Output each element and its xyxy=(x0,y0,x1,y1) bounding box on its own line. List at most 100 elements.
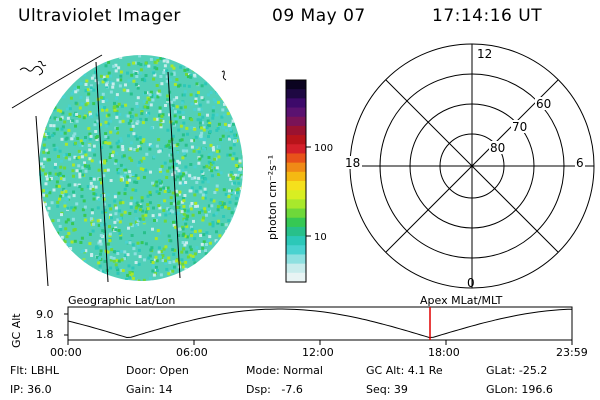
uv-image-speckle xyxy=(112,250,116,254)
uv-image-speckle xyxy=(92,144,96,148)
uv-image-speckle xyxy=(103,259,107,263)
uv-image-speckle xyxy=(211,276,215,280)
uv-image-speckle xyxy=(128,212,132,215)
uv-image-speckle xyxy=(231,182,235,186)
uv-image-speckle xyxy=(135,121,139,125)
uv-image-speckle xyxy=(226,112,230,116)
uv-image-speckle xyxy=(92,88,96,92)
uv-image-speckle xyxy=(93,153,97,157)
uv-image-speckle xyxy=(65,83,69,87)
uv-image-speckle xyxy=(76,64,80,67)
uv-image-speckle xyxy=(70,266,73,270)
uv-image-speckle xyxy=(60,191,64,195)
uv-image-speckle xyxy=(157,246,161,250)
uv-image-speckle xyxy=(115,161,119,165)
uv-image-speckle xyxy=(98,274,101,277)
uv-image-speckle xyxy=(218,234,222,238)
uv-image-speckle xyxy=(179,106,183,110)
uv-image-speckle xyxy=(60,213,63,217)
uv-image-speckle xyxy=(193,193,197,197)
uv-image-speckle xyxy=(71,258,75,262)
uv-image-speckle xyxy=(68,250,72,254)
uv-image-speckle xyxy=(207,153,211,157)
info-dsp: Dsp: -7.6 xyxy=(246,383,303,396)
uv-image-speckle xyxy=(215,113,219,117)
uv-image-speckle xyxy=(106,250,110,254)
uv-image-speckle xyxy=(81,269,85,273)
uv-image-speckle xyxy=(241,255,243,259)
uv-image-speckle xyxy=(115,258,119,262)
uv-image-speckle xyxy=(202,266,206,270)
uv-image-speckle xyxy=(208,166,212,170)
uv-image-speckle xyxy=(128,170,132,174)
polar-label-bg-6 xyxy=(575,156,585,169)
uv-image-speckle xyxy=(211,58,215,62)
uv-image-speckle xyxy=(231,119,235,123)
uv-image-speckle xyxy=(122,173,126,177)
uv-image-speckle xyxy=(203,210,207,214)
uv-image-speckle xyxy=(177,169,181,173)
uv-image-speckle xyxy=(134,209,138,213)
uv-image-speckle xyxy=(100,223,104,227)
uv-image-speckle xyxy=(57,276,61,280)
uv-image-speckle xyxy=(147,256,151,260)
uv-image-speckle xyxy=(181,241,185,244)
uv-image-speckle xyxy=(197,57,201,61)
uv-image-speckle xyxy=(130,234,134,237)
uv-image-speckle xyxy=(224,59,228,62)
uv-image-speckle xyxy=(198,103,202,107)
uv-image-speckle xyxy=(118,231,122,235)
uv-image-speckle xyxy=(183,68,187,72)
uv-image-speckle xyxy=(56,95,60,99)
uv-image-speckle xyxy=(84,153,88,157)
uv-image-speckle xyxy=(184,165,188,169)
uv-image-speckle xyxy=(47,109,51,113)
uv-image-speckle xyxy=(67,128,71,132)
color-scale-segment xyxy=(286,135,306,145)
uv-image-speckle xyxy=(130,141,133,145)
uv-image-speckle xyxy=(138,208,142,212)
uv-image-speckle xyxy=(179,177,183,181)
uv-image-speckle xyxy=(88,242,92,246)
uv-image-speckle xyxy=(121,148,125,152)
uv-image-speckle xyxy=(69,96,73,100)
uv-image-speckle xyxy=(150,280,154,281)
uv-image-speckle xyxy=(200,170,204,174)
uv-image-speckle xyxy=(118,169,121,173)
uv-image-speckle xyxy=(55,127,59,131)
color-scale-bar: 100 10 photon cm⁻²s⁻¹ xyxy=(266,79,333,283)
uv-image-speckle xyxy=(148,254,152,258)
uv-image-speckle xyxy=(44,182,48,186)
color-scale-label-100: 100 xyxy=(314,143,333,154)
uv-image-speckle xyxy=(171,210,175,214)
uv-image-speckle xyxy=(113,108,117,112)
uv-image-speckle xyxy=(157,138,161,142)
uv-image-speckle xyxy=(90,211,94,215)
uv-image-speckle xyxy=(105,124,109,128)
uv-image-speckle xyxy=(46,234,50,237)
color-scale-unit: photon cm⁻²s⁻¹ xyxy=(266,155,279,240)
uv-image-speckle xyxy=(86,101,90,105)
uv-image-speckle xyxy=(169,270,173,274)
uv-image-speckle xyxy=(237,170,241,174)
uv-image-speckle xyxy=(116,145,120,149)
uv-image-speckle xyxy=(244,175,247,178)
uv-image-speckle xyxy=(84,169,88,173)
uv-image-speckle xyxy=(161,119,165,123)
uv-image-speckle xyxy=(67,183,71,187)
uv-image-speckle xyxy=(137,244,140,248)
uv-image-speckle xyxy=(142,100,146,104)
uv-image-speckle xyxy=(134,206,138,210)
uv-image-speckle xyxy=(178,161,181,165)
uv-image-speckle xyxy=(224,122,227,126)
uv-image-speckle xyxy=(112,256,116,260)
uv-image-speckle xyxy=(102,190,106,194)
uv-image-speckle xyxy=(124,168,128,172)
info-filter: Flt: LBHL xyxy=(10,364,59,377)
uv-image-speckle xyxy=(45,55,49,58)
uv-image-speckle xyxy=(216,275,220,279)
uv-image-speckle xyxy=(240,80,243,84)
uv-image-speckle xyxy=(233,133,236,137)
uv-image-speckle xyxy=(193,230,197,233)
